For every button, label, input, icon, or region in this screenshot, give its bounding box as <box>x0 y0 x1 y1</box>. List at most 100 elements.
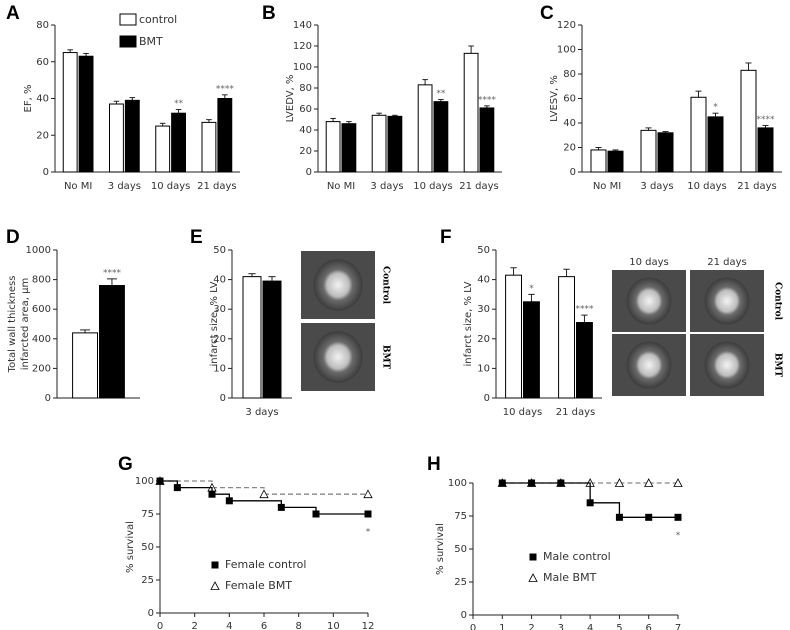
marker-square <box>529 553 537 561</box>
bar <box>155 125 171 173</box>
x-tick-label: 2 <box>528 623 534 630</box>
mri-heart <box>313 259 363 311</box>
x-tick-label: 6 <box>261 621 267 630</box>
bar <box>590 149 607 173</box>
marker-square <box>586 499 594 507</box>
marker-square <box>645 513 653 521</box>
y-tick-label: 50 <box>213 245 226 256</box>
x-tick-label: 21 days <box>737 181 777 192</box>
marker-square <box>312 510 320 518</box>
y-tick-label: 30 <box>213 304 226 315</box>
legend-swatch <box>119 35 137 48</box>
panel-label: A <box>6 3 20 24</box>
y-tick-label: 60 <box>36 57 49 68</box>
marker-square <box>674 513 682 521</box>
bar <box>707 116 724 173</box>
x-tick-label: 4 <box>587 623 593 630</box>
y-tick-label: 25 <box>141 575 154 586</box>
significance-label: **** <box>216 84 235 94</box>
x-tick-label: No MI <box>64 181 92 192</box>
mri-heart <box>626 277 672 325</box>
y-tick-label: 50 <box>454 544 467 555</box>
marker-square <box>156 477 164 485</box>
significance-label: * <box>676 531 681 541</box>
panel-label: B <box>262 3 276 24</box>
marker-square <box>557 479 565 487</box>
bar <box>757 127 774 173</box>
bar <box>217 98 233 173</box>
bar <box>171 112 186 173</box>
y-axis-title: EF, % <box>23 85 34 113</box>
y-tick-label: 40 <box>563 118 576 129</box>
bar <box>433 101 449 173</box>
image-column-label: 21 days <box>707 257 747 268</box>
survival-step <box>281 506 317 514</box>
bar <box>99 285 125 399</box>
marker-square <box>277 503 285 511</box>
bar <box>242 276 262 399</box>
y-axis-title: Total wall thickness <box>7 276 18 374</box>
marker-square <box>498 479 506 487</box>
y-tick-label: 120 <box>293 41 312 52</box>
significance-label: **** <box>103 268 122 278</box>
x-tick-label: 0 <box>470 623 476 630</box>
panel-label: D <box>6 227 20 248</box>
y-tick-label: 20 <box>299 146 312 157</box>
panel-label: E <box>190 227 203 248</box>
survival-step <box>229 500 282 508</box>
y-tick-label: 120 <box>557 20 576 31</box>
y-tick-label: 20 <box>477 334 490 345</box>
y-tick-label: 20 <box>36 130 49 141</box>
x-tick-label: 21 days <box>197 181 237 192</box>
bar <box>740 69 757 173</box>
y-tick-label: 0 <box>148 608 154 619</box>
x-tick-label: 21 days <box>556 407 596 418</box>
marker-square <box>364 510 372 518</box>
bar <box>607 150 624 173</box>
panel-label: C <box>540 3 554 24</box>
image-column-label: 10 days <box>629 257 669 268</box>
survival-step <box>590 502 621 518</box>
y-axis-title: LVEDV, % <box>285 75 296 123</box>
x-tick-label: 6 <box>646 623 652 630</box>
y-tick-label: 40 <box>299 125 312 136</box>
marker-triangle <box>528 573 538 582</box>
survival-step <box>212 486 265 495</box>
bar <box>463 52 479 173</box>
y-tick-label: 60 <box>563 94 576 105</box>
significance-label: ** <box>436 89 446 99</box>
bar <box>201 121 217 173</box>
x-tick-label: 10 <box>327 621 340 630</box>
x-tick-label: 4 <box>226 621 232 630</box>
significance-label: * <box>366 528 371 538</box>
bar <box>325 121 341 173</box>
y-tick-label: 200 <box>32 363 51 374</box>
y-axis-title: infarcted area, µm <box>20 278 31 371</box>
y-tick-label: 100 <box>293 62 312 73</box>
legend-label: BMT <box>139 35 163 48</box>
survival-step <box>160 480 213 488</box>
x-tick-label: No MI <box>327 181 355 192</box>
y-tick-label: 75 <box>141 509 154 520</box>
y-tick-label: 40 <box>36 94 49 105</box>
survival-step <box>177 486 213 495</box>
y-tick-label: 25 <box>454 577 467 588</box>
y-tick-label: 20 <box>213 334 226 345</box>
legend-label: Female control <box>225 558 306 571</box>
y-axis-title: infarct size, % LV <box>209 281 220 366</box>
y-tick-label: 1000 <box>26 245 51 256</box>
panel-label: F <box>440 227 452 248</box>
mri-heart <box>313 331 363 383</box>
y-tick-label: 40 <box>477 275 490 286</box>
bar <box>387 115 403 173</box>
y-tick-label: 10 <box>477 363 490 374</box>
bar <box>262 280 282 399</box>
y-tick-label: 40 <box>213 275 226 286</box>
bar <box>417 84 433 173</box>
x-tick-label: 10 days <box>503 407 543 418</box>
survival-step <box>560 482 591 503</box>
bar <box>523 301 540 399</box>
legend-label: Male control <box>543 550 611 563</box>
x-tick-label: 3 days <box>108 181 141 192</box>
